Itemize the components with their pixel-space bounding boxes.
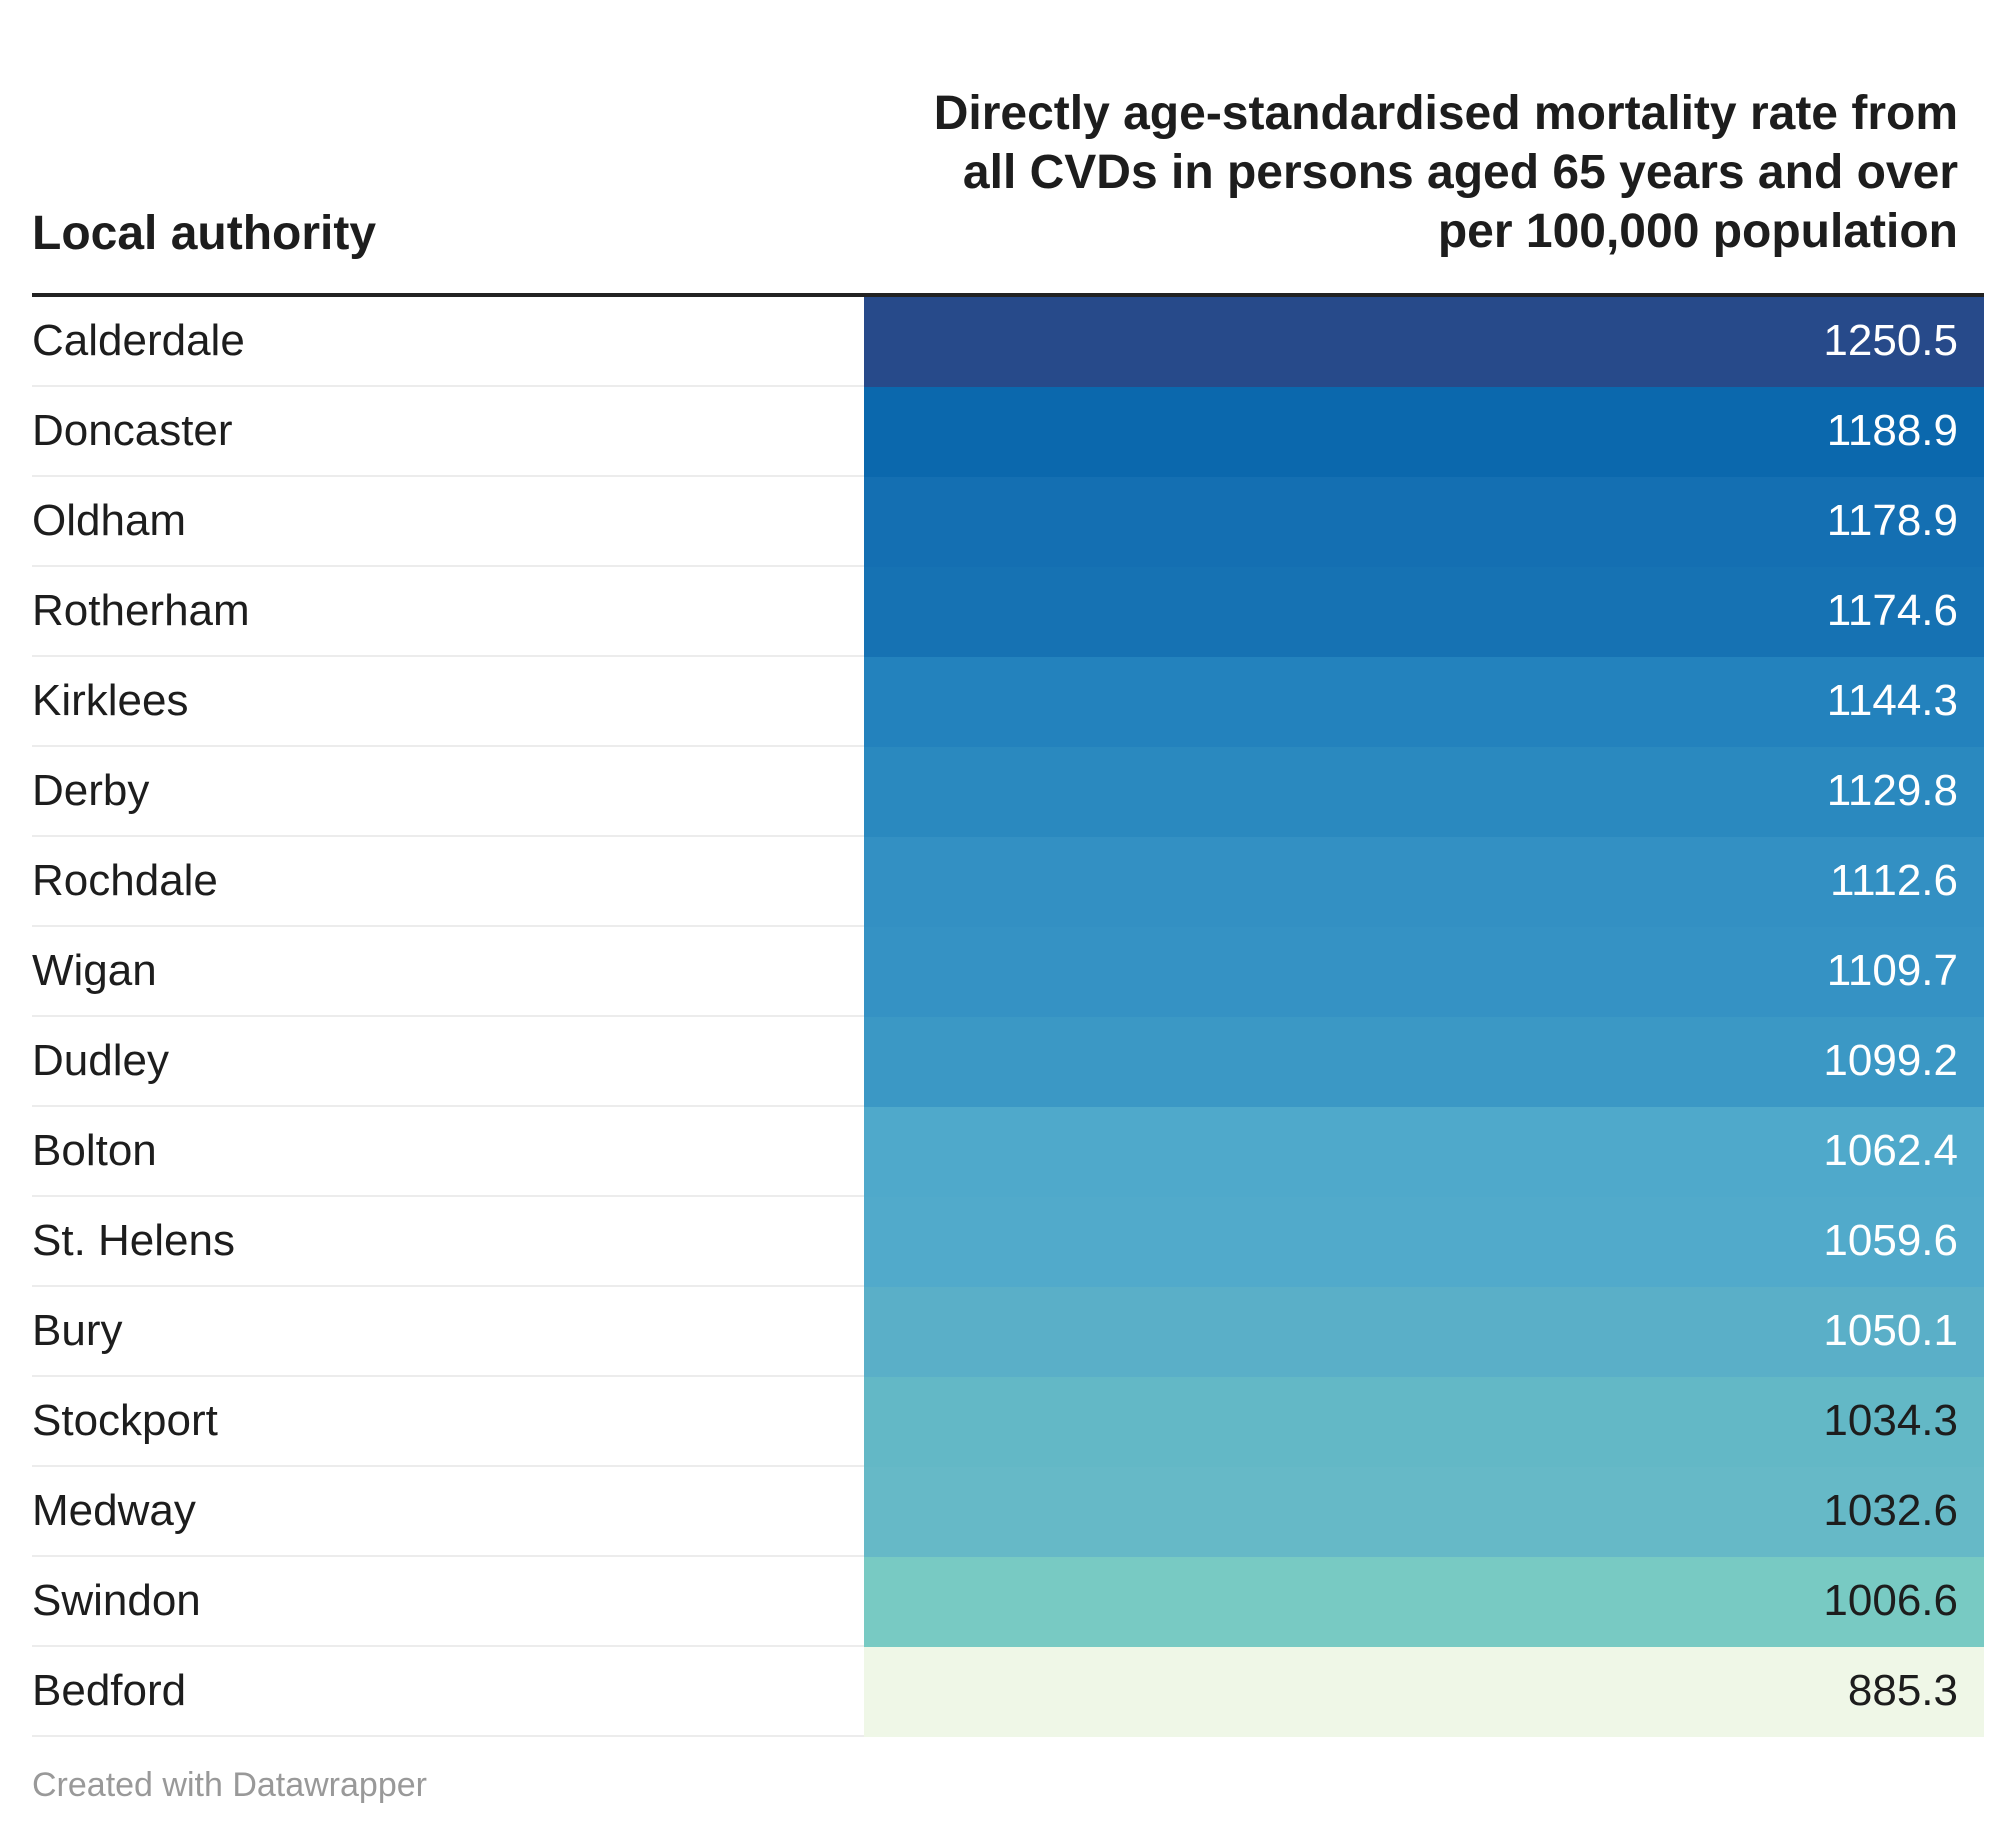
- mortality-rate-cell: 1112.6: [864, 837, 1984, 927]
- table-row: Calderdale 1250.5: [32, 297, 1984, 387]
- table-row: Rotherham 1174.6: [32, 567, 1984, 657]
- mortality-rate-cell: 1174.6: [864, 567, 1984, 657]
- table-row: Bury 1050.1: [32, 1287, 1984, 1377]
- mortality-rate-cell: 885.3: [864, 1647, 1984, 1737]
- table-row: Kirklees 1144.3: [32, 657, 1984, 747]
- local-authority-name: Stockport: [32, 1396, 218, 1445]
- mortality-rate-value: 1032.6: [1823, 1486, 1958, 1535]
- local-authority-name: Doncaster: [32, 406, 233, 455]
- mortality-rate-value: 1178.9: [1826, 496, 1958, 545]
- mortality-rate-value: 1188.9: [1826, 406, 1958, 455]
- table-header: Local authority Directly age-standardise…: [32, 87, 1984, 297]
- mortality-rate-value: 1109.7: [1826, 946, 1958, 995]
- mortality-rate-cell: 1006.6: [864, 1557, 1984, 1647]
- mortality-rate-value: 1112.6: [1829, 856, 1958, 905]
- mortality-rate-cell: 1032.6: [864, 1467, 1984, 1557]
- local-authority-name: Derby: [32, 766, 150, 815]
- table-body: Calderdale 1250.5 Doncaster 1188.9 Oldham 117…: [32, 297, 1984, 1737]
- mortality-rate-value: 1099.2: [1823, 1036, 1958, 1085]
- mortality-rate-value: 1034.3: [1823, 1396, 1958, 1445]
- mortality-rate-value: 1050.1: [1823, 1306, 1958, 1355]
- table-row: Oldham 1178.9: [32, 477, 1984, 567]
- mortality-rate-value: 885.3: [1847, 1666, 1958, 1715]
- local-authority-name: Rotherham: [32, 586, 250, 635]
- column-header-line: all CVDs in persons aged 65 years and ov…: [962, 146, 1958, 199]
- table-row: Doncaster 1188.9: [32, 387, 1984, 477]
- table-row: Derby 1129.8: [32, 747, 1984, 837]
- local-authority-name: Bedford: [32, 1666, 187, 1715]
- mortality-rate-cell: 1062.4: [864, 1107, 1984, 1197]
- table-row: St. Helens 1059.6: [32, 1197, 1984, 1287]
- mortality-rate-cell: 1144.3: [864, 657, 1984, 747]
- mortality-rate-cell: 1188.9: [864, 387, 1984, 477]
- table-row: Bedford 885.3: [32, 1647, 1984, 1737]
- mortality-rate-cell: 1034.3: [864, 1377, 1984, 1467]
- table-row: Wigan 1109.7: [32, 927, 1984, 1017]
- table-row: Medway 1032.6: [32, 1467, 1984, 1557]
- local-authority-name: St. Helens: [32, 1216, 235, 1265]
- mortality-rate-cell: 1050.1: [864, 1287, 1984, 1377]
- mortality-rate-cell: 1178.9: [864, 477, 1984, 567]
- column-header-line: per 100,000 population: [1437, 205, 1958, 258]
- datawrapper-credit: Created with Datawrapper: [32, 1766, 427, 1804]
- column-header-line: Directly age-standardised mortality rate…: [933, 87, 1958, 140]
- local-authority-name: Swindon: [32, 1576, 201, 1625]
- mortality-rate-value: 1174.6: [1826, 586, 1958, 635]
- table-row: Stockport 1034.3: [32, 1377, 1984, 1467]
- local-authority-name: Dudley: [32, 1036, 169, 1085]
- table-row: Rochdale 1112.6: [32, 837, 1984, 927]
- mortality-rate-cell: 1250.5: [864, 297, 1984, 387]
- local-authority-name: Wigan: [32, 946, 157, 995]
- column-header-mortality-rate: Directly age-standardised mortality rate…: [858, 84, 1958, 261]
- local-authority-name: Oldham: [32, 496, 187, 545]
- column-header-local-authority: Local authority: [32, 207, 377, 260]
- mortality-rate-value: 1006.6: [1823, 1576, 1958, 1625]
- mortality-rate-cell: 1109.7: [864, 927, 1984, 1017]
- mortality-rate-cell: 1099.2: [864, 1017, 1984, 1107]
- local-authority-name: Medway: [32, 1486, 196, 1535]
- local-authority-name: Bolton: [32, 1126, 157, 1175]
- table-row: Bolton 1062.4: [32, 1107, 1984, 1197]
- table-row: Swindon 1006.6: [32, 1557, 1984, 1647]
- mortality-rate-value: 1129.8: [1826, 766, 1958, 815]
- mortality-rate-value: 1059.6: [1823, 1216, 1958, 1265]
- mortality-rate-value: 1062.4: [1823, 1126, 1958, 1175]
- mortality-table: Local authority Directly age-standardise…: [32, 87, 1984, 1737]
- local-authority-name: Kirklees: [32, 676, 189, 725]
- mortality-rate-cell: 1129.8: [864, 747, 1984, 837]
- mortality-rate-value: 1144.3: [1826, 676, 1958, 725]
- local-authority-name: Calderdale: [32, 316, 245, 365]
- mortality-rate-cell: 1059.6: [864, 1197, 1984, 1287]
- mortality-rate-value: 1250.5: [1823, 316, 1958, 365]
- local-authority-name: Rochdale: [32, 856, 218, 905]
- local-authority-name: Bury: [32, 1306, 123, 1355]
- table-row: Dudley 1099.2: [32, 1017, 1984, 1107]
